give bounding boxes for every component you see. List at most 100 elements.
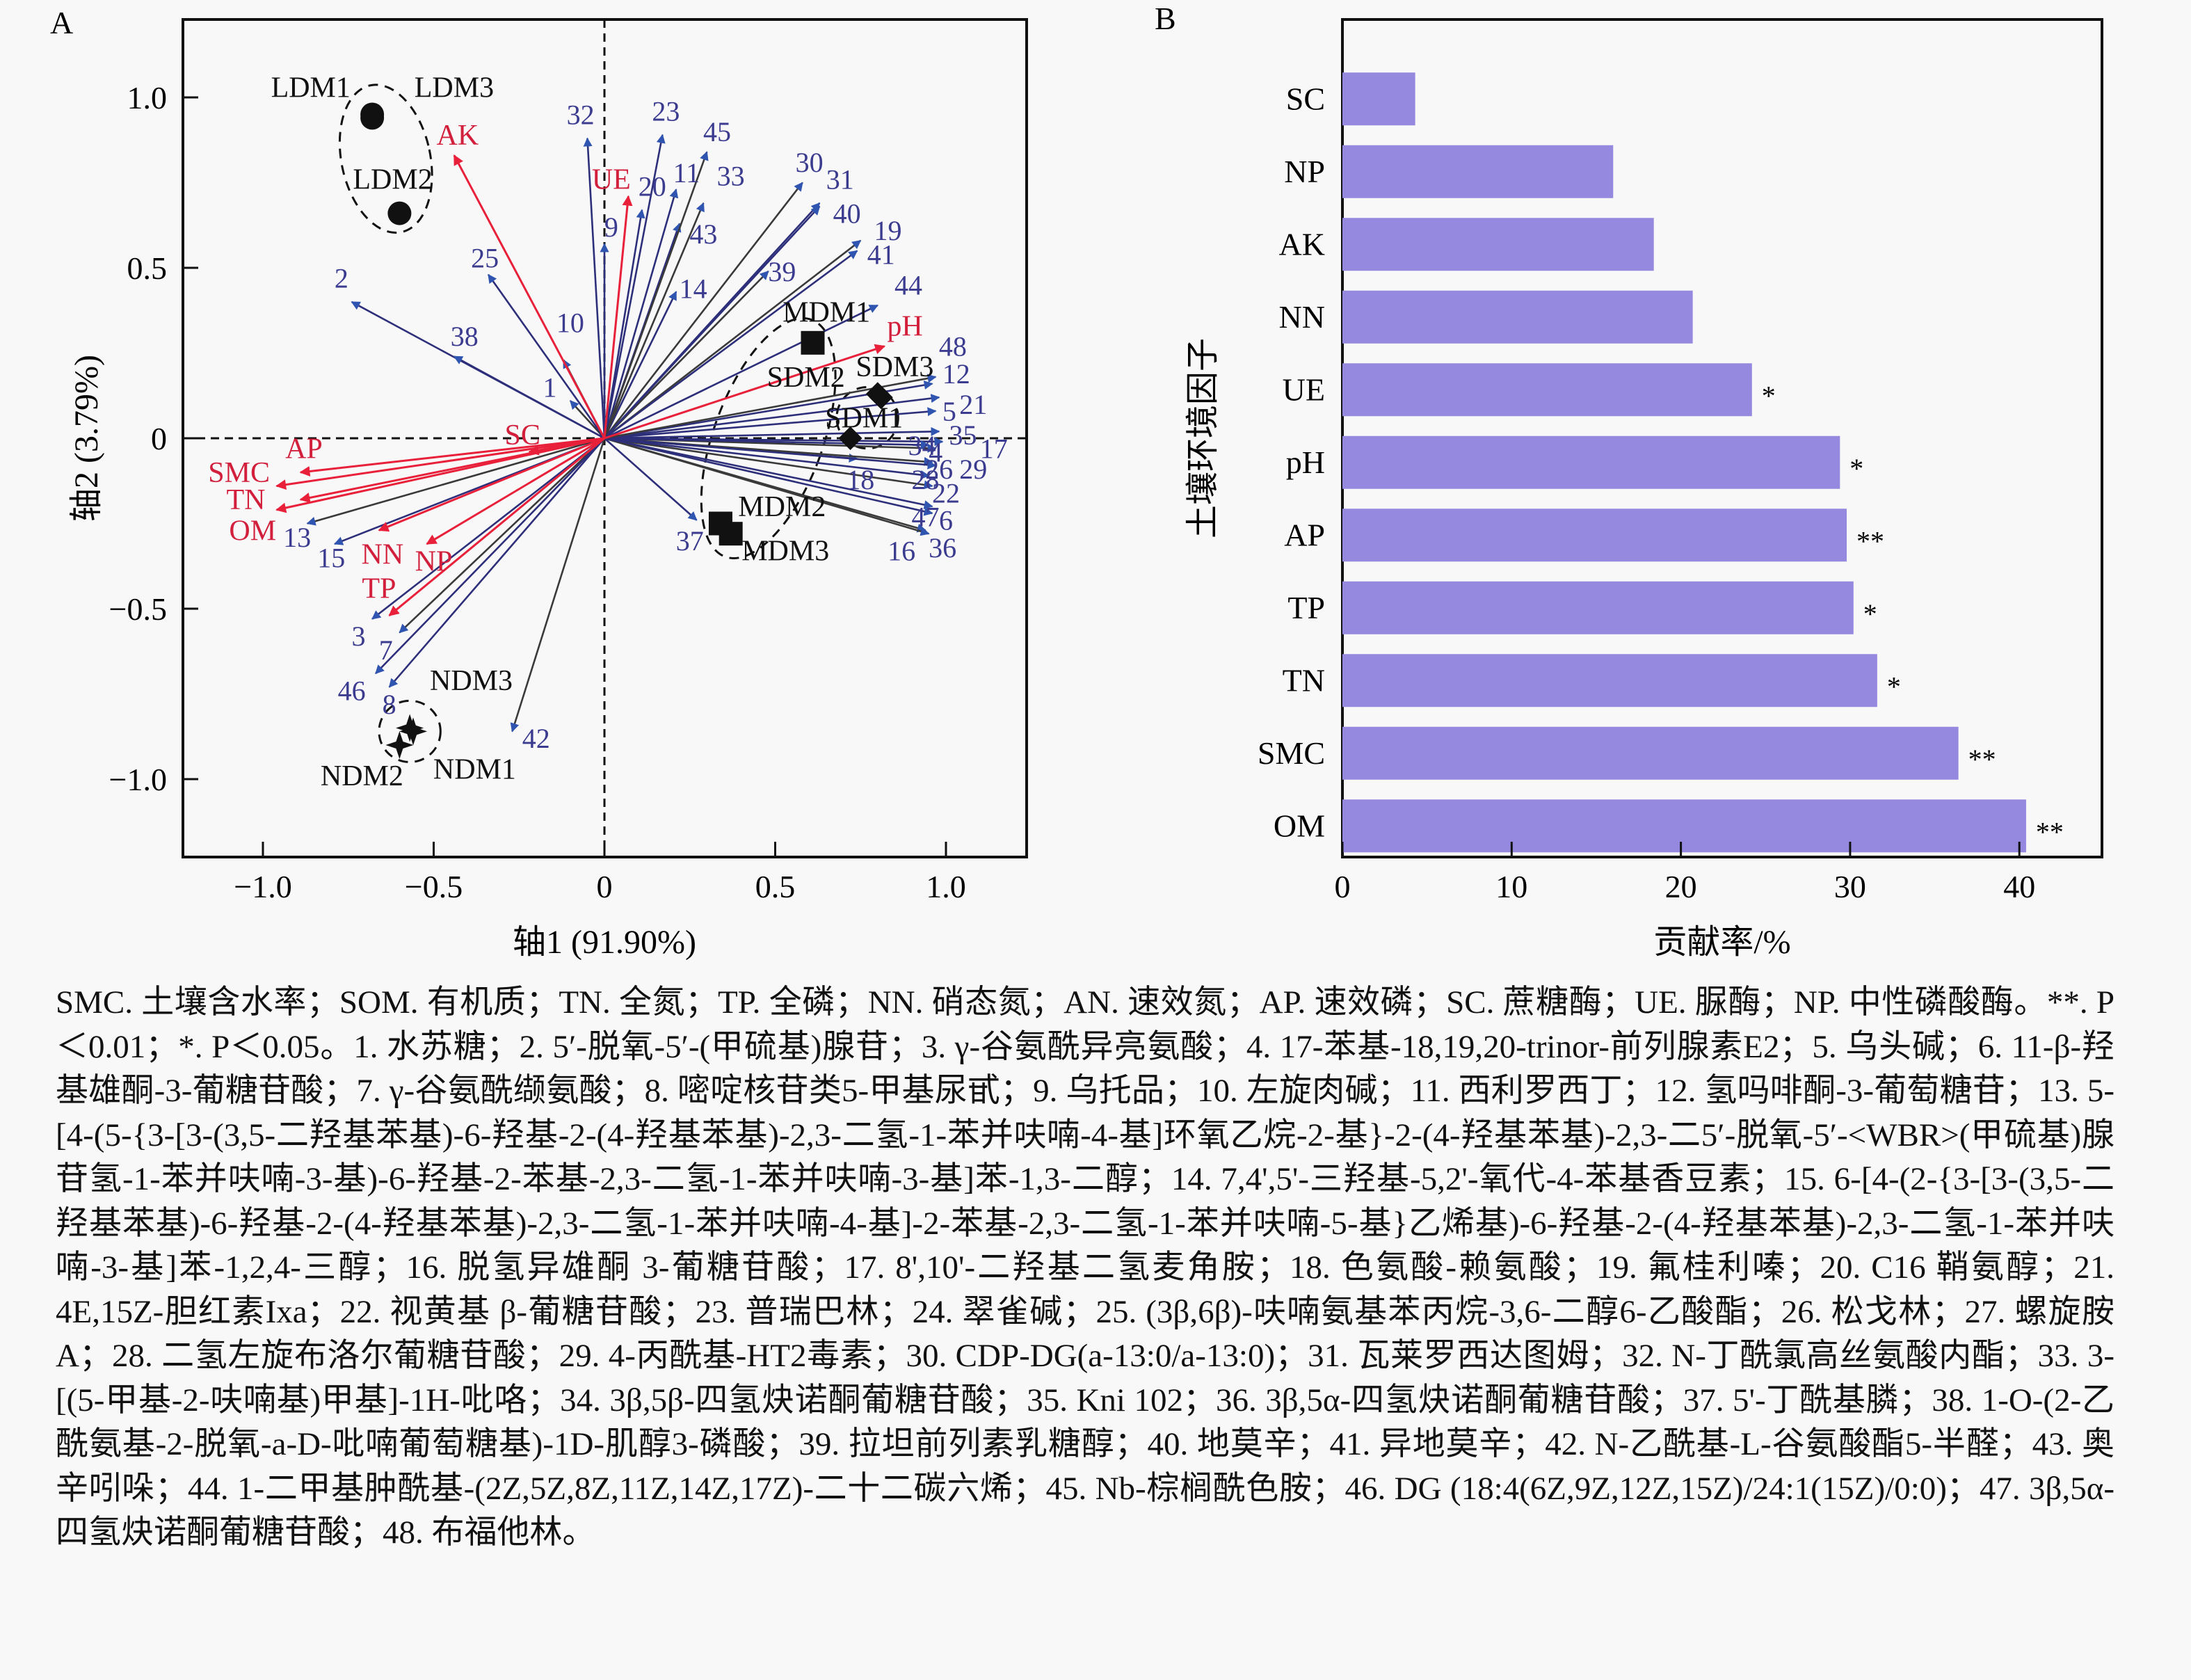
significance-mark: ** [1968,744,1996,775]
metabolite-label: 43 [689,218,717,250]
metabolite-arrow [371,437,605,620]
y-tick-label-a: 1.0 [127,80,168,115]
metabolite-arrow [388,438,605,688]
sample-label: NDM3 [430,665,513,697]
metabolite-label: 29 [959,454,987,485]
metabolite-label: 2 [335,263,348,294]
env-factor-arrow [299,437,605,477]
metabolite-label: 14 [680,273,707,304]
metabolite-label: 48 [939,331,967,362]
metabolite-arrow [604,304,878,440]
sample-label: SDM3 [856,351,933,383]
metabolite-arrow [604,437,933,490]
metabolite-label: 37 [676,525,704,557]
sample-label: SDM2 [767,362,845,394]
bar-tp [1342,581,1854,634]
sample-point-square [801,330,825,355]
metabolite-arrow [375,438,605,675]
metabolite-label: 6 [939,505,953,536]
metabolite-label: 13 [283,522,311,553]
env-factor-label: pH [887,310,922,342]
x-axis-label-a: 轴1 (91.90%) [513,924,696,961]
metabolite-label: 10 [556,307,584,338]
env-factor-arrow [426,437,605,545]
env-factor-arrow [275,437,605,513]
metabolite-label: 1 [543,372,556,403]
category-label: SC [1286,81,1325,116]
metabolite-label: 41 [867,239,895,270]
metabolite-arrow [604,437,933,516]
metabolite-label: 34 [908,430,936,461]
bar-smc [1342,726,1959,780]
env-factor-label: SC [504,419,540,451]
sample-point-star [385,731,414,759]
category-label: UE [1283,371,1325,407]
metabolite-label: 21 [959,389,987,420]
metabolite-label: 40 [833,198,861,230]
metabolite-label: 47 [912,502,940,533]
sample-label: NDM2 [321,760,403,792]
metabolite-label: 19 [874,215,902,246]
metabolite-arrow [603,182,803,439]
category-label: pH [1286,445,1325,480]
x-tick-label-b: 40 [2003,869,2035,904]
metabolite-label: 26 [925,454,953,485]
env-factor-label: UE [592,164,631,196]
bar-ap [1342,509,1847,562]
metabolite-label: 42 [522,723,550,754]
metabolite-arrow [603,134,666,439]
significance-mark: ** [2036,816,2064,847]
x-tick-label-a: −0.5 [405,869,463,904]
sample-label: MDM1 [782,297,870,329]
metabolite-arrow [604,250,858,440]
metabolite-label: 8 [383,689,396,720]
category-label: NN [1279,299,1325,335]
metabolite-label: 20 [639,170,666,202]
panel-a-biplot: A −1.0 −0.5 0 0.5 1.0−1.0−0.500.51.0 1234567… [50,5,1028,961]
metabolite-arrow [604,205,821,439]
metabolite-label: 46 [338,675,366,707]
bar-ue [1342,363,1752,417]
bar-om [1342,799,2026,853]
significance-mark: ** [1856,525,1884,557]
metabolite-label: 15 [317,543,345,574]
metabolite-arrow [604,426,940,440]
metabolite-label: 23 [652,96,680,127]
sample-point-diamond [838,426,862,450]
panel-b-bar-chart: B SC NP AK NN UE * pH * AP ** TP * TN * SMC ** OM ** 0 10 2… [1155,1,2103,961]
metabolite-arrow [604,270,769,439]
bar-sc [1342,72,1415,126]
env-factor-label: SMC [208,457,270,489]
metabolite-arrow [604,437,930,450]
metabolite-label: 22 [932,477,960,509]
category-label: AP [1284,517,1325,552]
sample-label: LDM3 [415,72,494,104]
sample-label: NDM1 [433,753,516,785]
group-ellipse-ldm [338,83,433,234]
sample-label: MDM2 [738,491,826,523]
metabolite-arrow [510,438,606,733]
metabolite-label: 31 [826,164,854,195]
env-factor-label: AK [437,120,479,152]
sample-point-circle [360,102,385,127]
caption-text: SMC. 土壤含水率；SOM. 有机质；TN. 全氮；TP. 全磷；NN. 硝态… [56,984,2114,1551]
metabolite-arrow [604,239,862,440]
x-tick-label-b: 20 [1665,869,1697,904]
env-factor-arrow [604,344,886,440]
env-factor-arrow [388,437,605,616]
y-tick-label-a: −0.5 [109,591,167,627]
bar-ph [1342,435,1840,489]
env-factor-label: OM [229,515,276,547]
sample-label: LDM1 [271,72,351,104]
metabolite-label: 17 [980,433,1008,465]
category-label: OM [1274,808,1325,843]
env-factor-label: NN [362,539,404,571]
metabolite-label: 7 [379,634,393,666]
category-label: TN [1283,662,1325,698]
metabolite-label: 30 [796,147,824,178]
panel-b-label: B [1155,1,1176,36]
metabolite-arrow [603,291,677,439]
metabolite-label: 32 [567,99,595,131]
metabolite-arrow [604,438,698,521]
metabolite-label: 3 [351,621,365,652]
